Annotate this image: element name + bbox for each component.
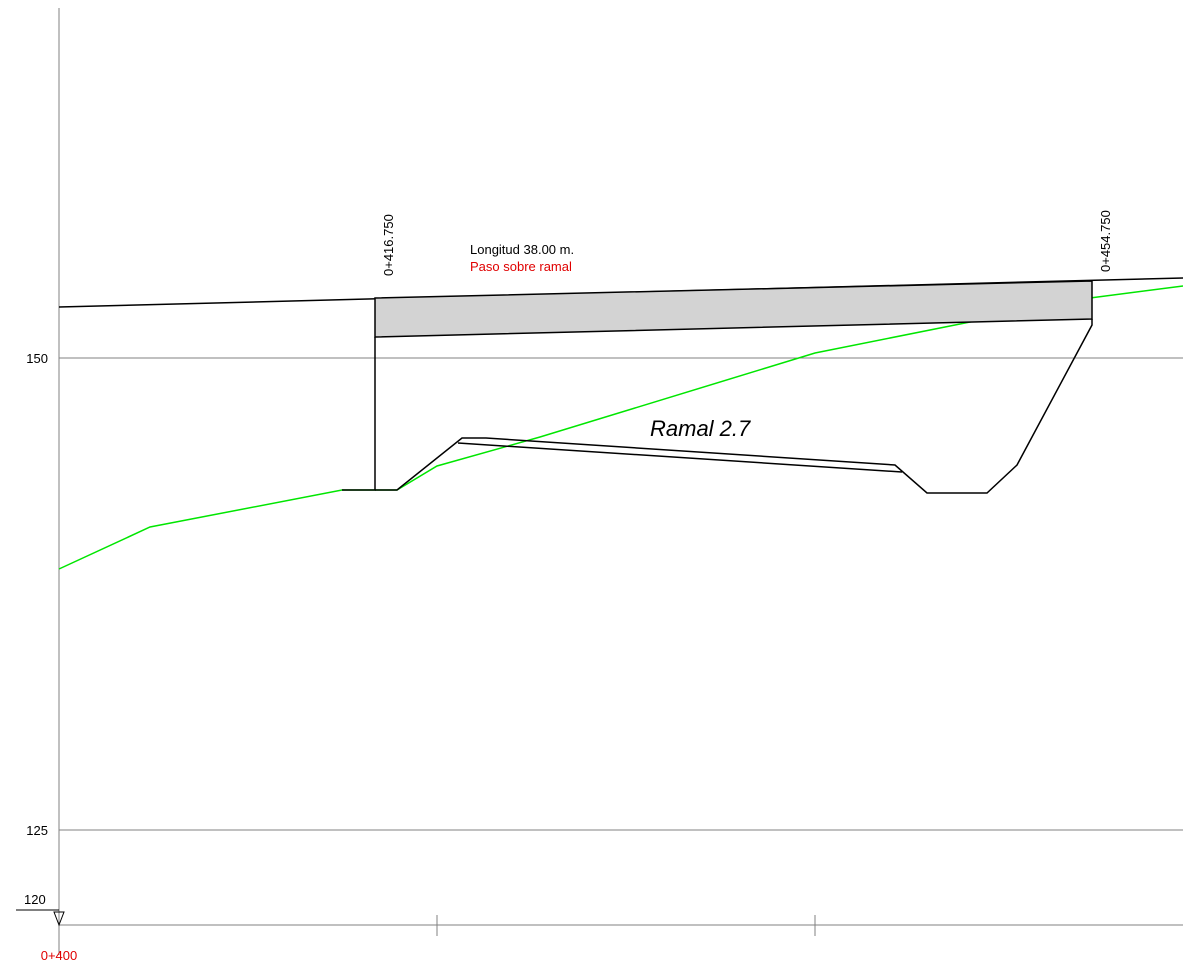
reference-level-triangle-icon bbox=[53, 911, 65, 927]
end-station-label: 0+454.750 bbox=[1098, 210, 1113, 272]
profile-grid bbox=[58, 8, 1183, 955]
crossing-road-label: Ramal 2.7 bbox=[650, 416, 751, 441]
structure-length-label: Longitud 38.00 m. bbox=[470, 242, 574, 257]
station-origin-label: 0+400 bbox=[41, 948, 78, 963]
under-road-lower-edge bbox=[457, 442, 903, 473]
bridge-substructure bbox=[342, 319, 1093, 494]
start-station-label: 0+416.750 bbox=[381, 214, 396, 276]
under-road-section bbox=[375, 319, 1093, 494]
elevation-label-125: 125 bbox=[26, 823, 48, 838]
bridge-deck bbox=[374, 280, 1093, 338]
structure-type-label: Paso sobre ramal bbox=[470, 259, 572, 274]
elevation-label-120: 120 bbox=[24, 892, 46, 907]
elevation-label-150: 150 bbox=[26, 351, 48, 366]
left-abutment bbox=[342, 337, 376, 491]
